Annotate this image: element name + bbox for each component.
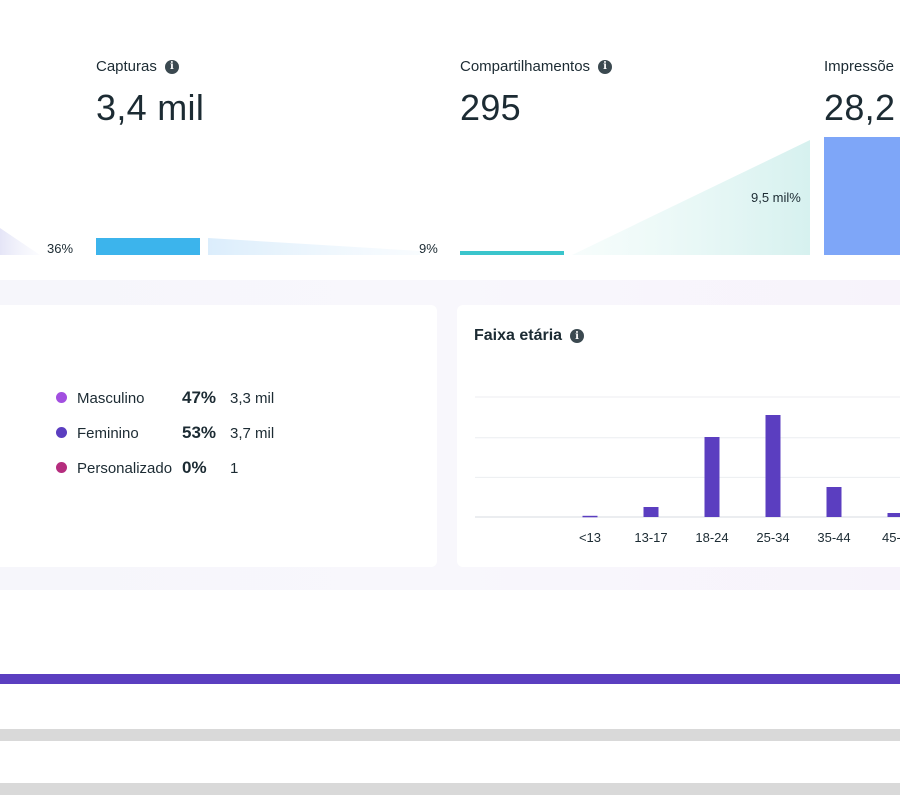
metric-shares-label: Compartilhamentos	[460, 58, 591, 75]
age-tick-label: 35-44	[817, 530, 850, 545]
legend-count: 1	[230, 459, 239, 477]
legend-dot	[56, 427, 67, 438]
legend-count: 3,3 mil	[230, 389, 275, 407]
legend-percent: 0%	[182, 458, 207, 477]
funnel-connector-left	[0, 228, 40, 255]
metric-impressions: Impressõe 28,2	[824, 58, 895, 129]
legend-label: Feminino	[77, 424, 139, 442]
funnel-graphic	[0, 137, 900, 255]
age-tick-label: 18-24	[695, 530, 728, 545]
metric-shares: Compartilhamentos i 295	[460, 58, 613, 129]
info-icon[interactable]: i	[164, 59, 179, 74]
metric-captures-label: Capturas	[96, 58, 157, 75]
age-card: Faixa etária i <13 13-17 18-24 25-34 35-44 45…	[457, 305, 900, 567]
legend-percent: 53%	[182, 423, 217, 442]
legend-dot	[56, 462, 67, 473]
age-card-header: Faixa etária i	[474, 327, 585, 345]
legend-dot	[56, 392, 67, 403]
age-bar[interactable]	[643, 507, 659, 517]
gender-card: Masculino 47% 3,3 mil Feminino 53% 3,7 m…	[0, 305, 437, 567]
metric-impressions-value: 28,2	[824, 87, 896, 128]
purple-divider	[0, 674, 900, 684]
metric-impressions-label: Impressõe	[824, 58, 895, 75]
loading-placeholder-bar	[0, 783, 900, 795]
bar-shares	[460, 251, 564, 255]
age-tick-label: 25-34	[756, 530, 789, 545]
info-icon[interactable]: i	[570, 329, 585, 343]
legend-item-personalizado[interactable]: Personalizado 0% 1	[56, 458, 239, 478]
age-bar[interactable]	[887, 513, 900, 517]
legend-label: Masculino	[77, 389, 145, 407]
legend-count: 3,7 mil	[230, 424, 275, 442]
age-card-title: Faixa etária	[474, 327, 563, 344]
metric-captures-value: 3,4 mil	[96, 87, 205, 128]
age-tick-label: <13	[579, 530, 601, 545]
funnel-section: Capturas i 3,4 mil Compartilhamentos i 2…	[0, 0, 900, 280]
age-bar[interactable]	[826, 487, 842, 517]
bar-captures	[96, 238, 200, 255]
legend-item-masculino[interactable]: Masculino 47% 3,3 mil	[56, 388, 275, 408]
age-bar[interactable]	[582, 515, 598, 518]
legend-item-feminino[interactable]: Feminino 53% 3,7 mil	[56, 423, 275, 443]
bar-impressions	[824, 137, 900, 255]
funnel-connector-mid	[208, 238, 420, 255]
age-tick-label: 13-17	[634, 530, 667, 545]
conversion-rate-captures: 36%	[47, 241, 74, 256]
age-bar[interactable]	[765, 415, 781, 517]
funnel-connector-right	[572, 140, 810, 255]
legend-label: Personalizado	[77, 459, 173, 477]
age-tick-label: 45-5	[882, 530, 900, 545]
age-bar-chart: <13 13-17 18-24 25-34 35-44 45-5	[475, 396, 900, 545]
legend-percent: 47%	[182, 388, 217, 407]
conversion-rate-shares: 9%	[419, 241, 438, 256]
metric-shares-value: 295	[460, 87, 521, 128]
conversion-rate-impressions: 9,5 mil%	[751, 190, 801, 205]
age-bar[interactable]	[704, 437, 720, 517]
loading-placeholder-bar	[0, 729, 900, 741]
metric-captures: Capturas i 3,4 mil	[96, 58, 204, 129]
info-icon[interactable]: i	[598, 59, 613, 74]
